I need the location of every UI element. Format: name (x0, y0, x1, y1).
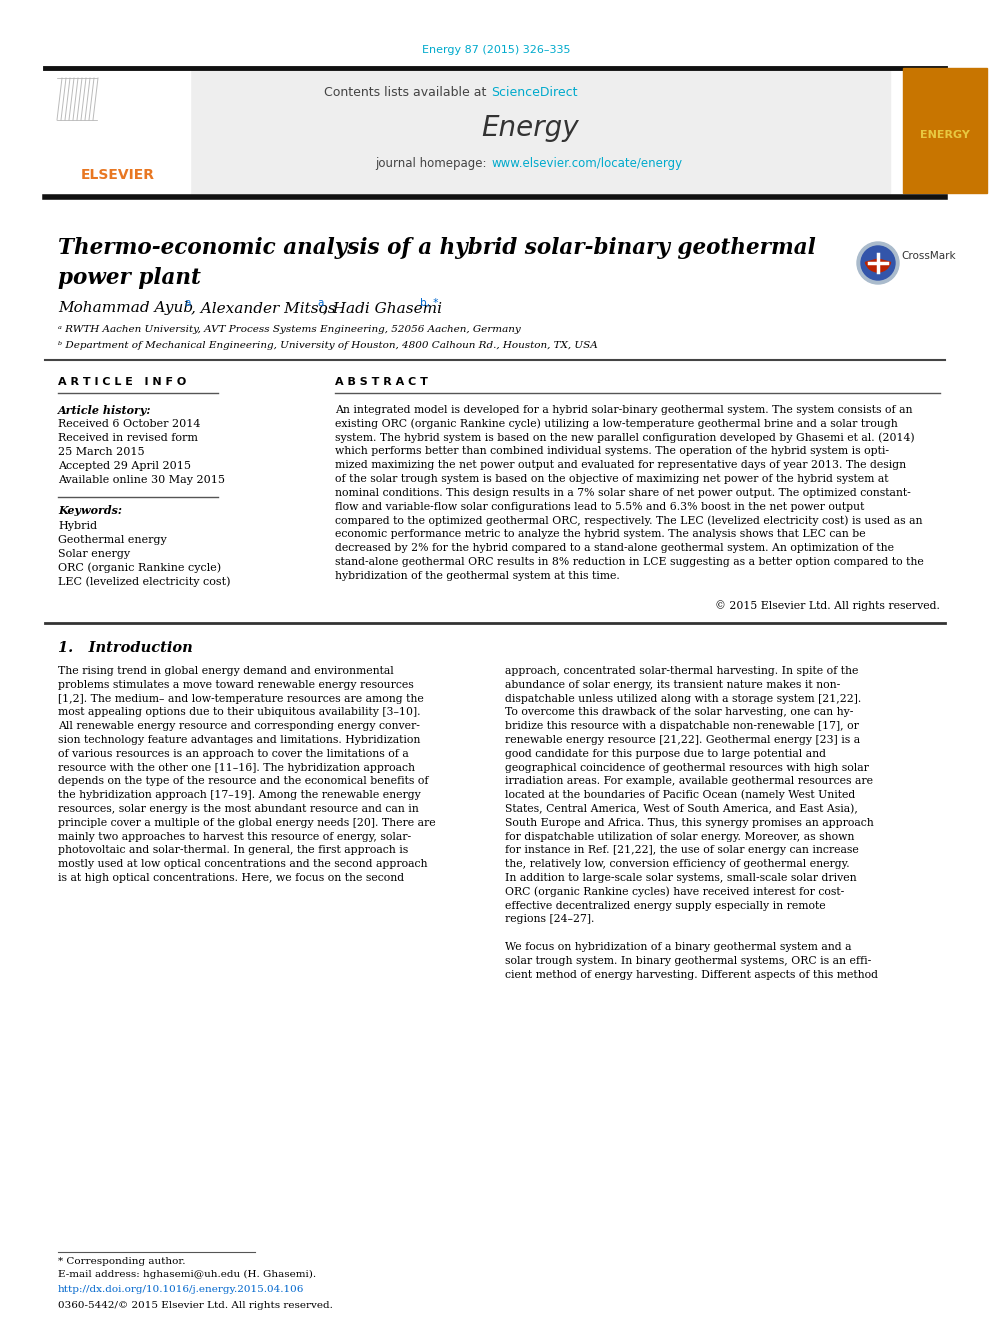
Text: ENERGY: ENERGY (920, 130, 970, 140)
Text: problems stimulates a move toward renewable energy resources: problems stimulates a move toward renewa… (58, 680, 414, 689)
Text: mainly two approaches to harvest this resource of energy, solar-: mainly two approaches to harvest this re… (58, 832, 411, 841)
Text: nominal conditions. This design results in a 7% solar share of net power output.: nominal conditions. This design results … (335, 488, 911, 497)
Text: * Corresponding author.: * Corresponding author. (58, 1257, 186, 1266)
Text: ORC (organic Rankine cycles) have received interest for cost-: ORC (organic Rankine cycles) have receiv… (505, 886, 844, 897)
Text: for instance in Ref. [21,22], the use of solar energy can increase: for instance in Ref. [21,22], the use of… (505, 845, 859, 856)
Bar (45, 67, 190, 193)
Text: the, relatively low, conversion efficiency of geothermal energy.: the, relatively low, conversion efficien… (505, 859, 849, 869)
Text: © 2015 Elsevier Ltd. All rights reserved.: © 2015 Elsevier Ltd. All rights reserved… (715, 601, 940, 611)
Text: CrossMark: CrossMark (901, 251, 955, 261)
Text: abundance of solar energy, its transient nature makes it non-: abundance of solar energy, its transient… (505, 680, 840, 689)
Text: compared to the optimized geothermal ORC, respectively. The LEC (levelized elect: compared to the optimized geothermal ORC… (335, 515, 923, 525)
Text: Hybrid: Hybrid (58, 521, 97, 531)
Text: hybridization of the geothermal system at this time.: hybridization of the geothermal system a… (335, 570, 620, 581)
Text: Article history:: Article history: (58, 405, 152, 415)
Text: geographical coincidence of geothermal resources with high solar: geographical coincidence of geothermal r… (505, 762, 869, 773)
Text: ᵇ Department of Mechanical Engineering, University of Houston, 4800 Calhoun Rd.,: ᵇ Department of Mechanical Engineering, … (58, 340, 598, 349)
Text: renewable energy resource [21,22]. Geothermal energy [23] is a: renewable energy resource [21,22]. Geoth… (505, 736, 860, 745)
Text: photovoltaic and solar-thermal. In general, the first approach is: photovoltaic and solar-thermal. In gener… (58, 845, 409, 856)
Text: www.elsevier.com/locate/energy: www.elsevier.com/locate/energy (491, 156, 682, 169)
Text: cient method of energy harvesting. Different aspects of this method: cient method of energy harvesting. Diffe… (505, 970, 878, 979)
Text: principle cover a multiple of the global energy needs [20]. There are: principle cover a multiple of the global… (58, 818, 435, 828)
Text: 0360-5442/© 2015 Elsevier Ltd. All rights reserved.: 0360-5442/© 2015 Elsevier Ltd. All right… (58, 1302, 333, 1311)
Text: decreased by 2% for the hybrid compared to a stand-alone geothermal system. An o: decreased by 2% for the hybrid compared … (335, 542, 894, 553)
Text: bridize this resource with a dispatchable non-renewable [17], or: bridize this resource with a dispatchabl… (505, 721, 859, 732)
Text: existing ORC (organic Rankine cycle) utilizing a low-temperature geothermal brin: existing ORC (organic Rankine cycle) uti… (335, 418, 898, 429)
Text: A R T I C L E   I N F O: A R T I C L E I N F O (58, 377, 186, 388)
Text: a: a (317, 298, 323, 308)
Text: , Hadi Ghasemi: , Hadi Ghasemi (323, 302, 442, 315)
Text: To overcome this drawback of the solar harvesting, one can hy-: To overcome this drawback of the solar h… (505, 708, 853, 717)
Text: mostly used at low optical concentrations and the second approach: mostly used at low optical concentration… (58, 859, 428, 869)
Text: solar trough system. In binary geothermal systems, ORC is an effi-: solar trough system. In binary geotherma… (505, 955, 871, 966)
Text: a: a (184, 298, 190, 308)
Text: An integrated model is developed for a hybrid solar-binary geothermal system. Th: An integrated model is developed for a h… (335, 405, 913, 415)
Text: good candidate for this purpose due to large potential and: good candidate for this purpose due to l… (505, 749, 826, 759)
Text: journal homepage:: journal homepage: (375, 156, 490, 169)
Text: located at the boundaries of Pacific Ocean (namely West United: located at the boundaries of Pacific Oce… (505, 790, 855, 800)
Text: [1,2]. The medium– and low-temperature resources are among the: [1,2]. The medium– and low-temperature r… (58, 693, 424, 704)
Circle shape (861, 246, 895, 280)
Text: effective decentralized energy supply especially in remote: effective decentralized energy supply es… (505, 901, 825, 910)
Text: , Alexander Mitsos: , Alexander Mitsos (191, 302, 335, 315)
Text: ScienceDirect: ScienceDirect (491, 86, 577, 99)
Text: Contents lists available at: Contents lists available at (323, 86, 490, 99)
Text: system. The hybrid system is based on the new parallel configuration developed b: system. The hybrid system is based on th… (335, 433, 915, 443)
Text: flow and variable-flow solar configurations lead to 5.5% and 6.3% boost in the n: flow and variable-flow solar configurati… (335, 501, 864, 512)
Text: irradiation areas. For example, available geothermal resources are: irradiation areas. For example, availabl… (505, 777, 873, 786)
Text: Solar energy: Solar energy (58, 549, 130, 560)
Text: Energy 87 (2015) 326–335: Energy 87 (2015) 326–335 (422, 45, 570, 56)
Text: Keywords:: Keywords: (58, 505, 122, 516)
Text: 25 March 2015: 25 March 2015 (58, 447, 145, 456)
Text: power plant: power plant (58, 267, 200, 288)
Text: stand-alone geothermal ORC results in 8% reduction in LCE suggesting as a better: stand-alone geothermal ORC results in 8%… (335, 557, 924, 566)
Text: We focus on hybridization of a binary geothermal system and a: We focus on hybridization of a binary ge… (505, 942, 851, 953)
Text: ELSEVIER: ELSEVIER (81, 168, 155, 183)
Text: Received in revised form: Received in revised form (58, 433, 198, 443)
Bar (190, 67, 890, 193)
Text: Energy: Energy (481, 114, 578, 142)
Text: mized maximizing the net power output and evaluated for representative days of y: mized maximizing the net power output an… (335, 460, 906, 470)
Text: In addition to large-scale solar systems, small-scale solar driven: In addition to large-scale solar systems… (505, 873, 857, 882)
Text: the hybridization approach [17–19]. Among the renewable energy: the hybridization approach [17–19]. Amon… (58, 790, 421, 800)
Text: resources, solar energy is the most abundant resource and can in: resources, solar energy is the most abun… (58, 804, 419, 814)
Text: economic performance metric to analyze the hybrid system. The analysis shows tha: economic performance metric to analyze t… (335, 529, 866, 540)
Text: resource with the other one [11–16]. The hybridization approach: resource with the other one [11–16]. The… (58, 762, 415, 773)
Text: b, *: b, * (420, 298, 438, 308)
Text: States, Central America, West of South America, and East Asia),: States, Central America, West of South A… (505, 804, 858, 814)
Text: depends on the type of the resource and the economical benefits of: depends on the type of the resource and … (58, 777, 429, 786)
Text: of the solar trough system is based on the objective of maximizing net power of : of the solar trough system is based on t… (335, 474, 889, 484)
Text: South Europe and Africa. Thus, this synergy promises an approach: South Europe and Africa. Thus, this syne… (505, 818, 874, 828)
Text: of various resources is an approach to cover the limitations of a: of various resources is an approach to c… (58, 749, 409, 759)
Text: approach, concentrated solar-thermal harvesting. In spite of the: approach, concentrated solar-thermal har… (505, 665, 858, 676)
Text: Mohammad Ayub: Mohammad Ayub (58, 302, 193, 315)
Text: is at high optical concentrations. Here, we focus on the second: is at high optical concentrations. Here,… (58, 873, 404, 882)
Text: for dispatchable utilization of solar energy. Moreover, as shown: for dispatchable utilization of solar en… (505, 832, 854, 841)
Bar (903, 67, 987, 193)
Text: LEC (levelized electricity cost): LEC (levelized electricity cost) (58, 577, 230, 587)
Text: ᵃ RWTH Aachen University, AVT Process Systems Engineering, 52056 Aachen, Germany: ᵃ RWTH Aachen University, AVT Process Sy… (58, 325, 521, 335)
Text: The rising trend in global energy demand and environmental: The rising trend in global energy demand… (58, 665, 394, 676)
Text: dispatchable unless utilized along with a storage system [21,22].: dispatchable unless utilized along with … (505, 693, 861, 704)
Text: Geothermal energy: Geothermal energy (58, 534, 167, 545)
Text: most appealing options due to their ubiquitous availability [3–10].: most appealing options due to their ubiq… (58, 708, 421, 717)
Text: which performs better than combined individual systems. The operation of the hyb: which performs better than combined indi… (335, 446, 889, 456)
Text: All renewable energy resource and corresponding energy conver-: All renewable energy resource and corres… (58, 721, 420, 732)
Text: Received 6 October 2014: Received 6 October 2014 (58, 419, 200, 429)
Text: http://dx.doi.org/10.1016/j.energy.2015.04.106: http://dx.doi.org/10.1016/j.energy.2015.… (58, 1286, 305, 1294)
Text: Thermo-economic analysis of a hybrid solar-binary geothermal: Thermo-economic analysis of a hybrid sol… (58, 237, 815, 259)
Text: E-mail address: hghasemi@uh.edu (H. Ghasemi).: E-mail address: hghasemi@uh.edu (H. Ghas… (58, 1270, 316, 1278)
Text: ORC (organic Rankine cycle): ORC (organic Rankine cycle) (58, 562, 221, 573)
Text: 1.   Introduction: 1. Introduction (58, 642, 192, 655)
Wedge shape (865, 259, 891, 273)
Circle shape (857, 242, 899, 284)
Text: regions [24–27].: regions [24–27]. (505, 914, 594, 925)
Text: Available online 30 May 2015: Available online 30 May 2015 (58, 475, 225, 486)
Text: A B S T R A C T: A B S T R A C T (335, 377, 428, 388)
Text: sion technology feature advantages and limitations. Hybridization: sion technology feature advantages and l… (58, 736, 421, 745)
Text: Accepted 29 April 2015: Accepted 29 April 2015 (58, 460, 191, 471)
